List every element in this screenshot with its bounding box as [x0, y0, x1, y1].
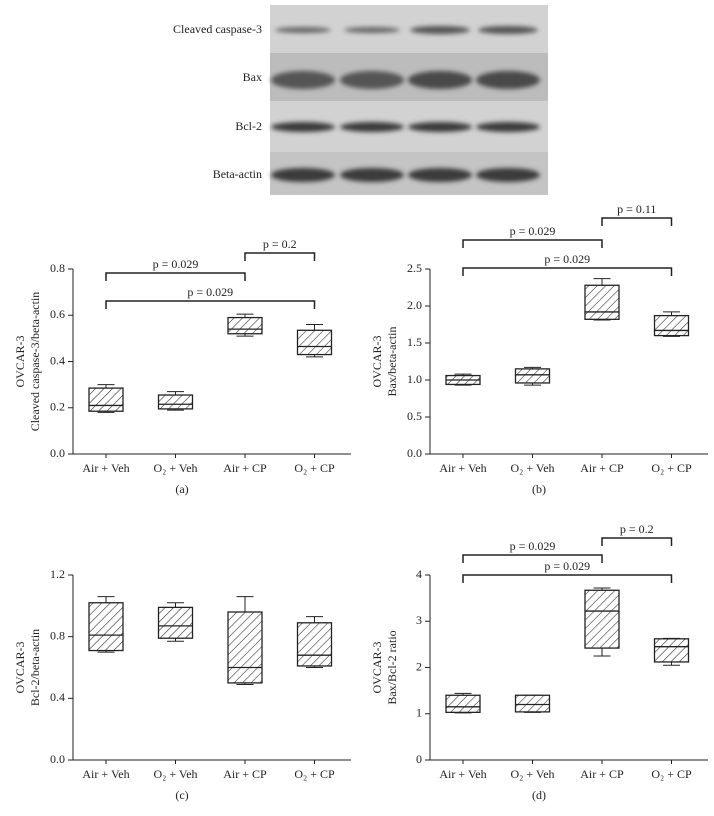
box — [514, 368, 551, 384]
significance-bracket — [462, 267, 673, 276]
y-tick-label: 0.0 — [407, 446, 422, 460]
caption: (a) — [175, 482, 188, 496]
significance-bracket — [105, 300, 316, 309]
caption: (b) — [532, 482, 546, 496]
y-tick-label: 1 — [416, 706, 422, 720]
x-tick-label: O₂ + Veh — [153, 767, 197, 781]
box — [296, 329, 333, 356]
box — [227, 611, 263, 684]
significance-bracket — [462, 239, 603, 248]
box — [296, 622, 333, 667]
western-blot — [270, 5, 548, 195]
y-tick-label: 2 — [416, 659, 422, 673]
p-value: p = 0.029 — [544, 559, 590, 573]
caption: (d) — [532, 788, 546, 802]
y-axis-label: OVCAR-3 — [370, 335, 384, 387]
x-tick-label: O₂ + CP — [651, 461, 692, 475]
p-value: p = 0.029 — [187, 285, 233, 299]
box — [88, 387, 124, 412]
x-tick-label: O₂ + Veh — [510, 767, 554, 781]
significance-bracket — [105, 272, 246, 281]
x-tick-label: Air + CP — [223, 767, 267, 781]
y-tick-label: 0 — [416, 752, 422, 766]
x-tick-label: Air + Veh — [82, 461, 129, 475]
blot-label: Cleaved caspase-3 — [173, 22, 262, 36]
caption: (c) — [175, 788, 188, 802]
box — [514, 694, 551, 713]
p-value: p = 0.029 — [153, 257, 199, 271]
y-axis-label: OVCAR-3 — [370, 641, 384, 693]
box — [653, 638, 690, 663]
significance-bracket — [462, 554, 603, 563]
p-value: p = 0.029 — [510, 224, 556, 238]
y-tick-label: 1.2 — [50, 567, 65, 581]
p-value: p = 0.2 — [263, 237, 297, 251]
y-tick-label: 2.0 — [407, 298, 422, 312]
y-axis-label: Bax/Bcl-2 ratio — [385, 630, 399, 704]
x-tick-label: Air + Veh — [439, 461, 486, 475]
y-tick-label: 0.5 — [407, 409, 422, 423]
x-tick-label: Air + CP — [223, 461, 267, 475]
y-tick-label: 2.5 — [407, 261, 422, 275]
p-value: p = 0.029 — [510, 539, 556, 553]
box — [157, 606, 194, 639]
x-tick-label: Air + CP — [580, 767, 624, 781]
box — [227, 316, 263, 335]
y-tick-label: 0.4 — [50, 690, 65, 704]
x-tick-label: Air + Veh — [439, 767, 486, 781]
box — [653, 314, 690, 337]
y-tick-label: 3 — [416, 613, 422, 627]
y-axis-label: OVCAR-3 — [13, 335, 27, 387]
significance-bracket — [601, 537, 673, 546]
x-tick-label: O₂ + CP — [294, 767, 335, 781]
y-axis-label: Cleaved caspase-3/beta-actin — [28, 292, 42, 432]
p-value: p = 0.2 — [620, 522, 654, 536]
y-tick-label: 0.2 — [50, 400, 65, 414]
x-tick-label: Air + Veh — [82, 767, 129, 781]
box — [88, 602, 124, 652]
x-tick-label: O₂ + CP — [651, 767, 692, 781]
significance-bracket — [244, 252, 316, 261]
y-tick-label: 0.4 — [50, 353, 65, 367]
y-tick-label: 0.8 — [50, 628, 65, 642]
y-tick-label: 0.0 — [50, 446, 65, 460]
blot-label: Bax — [243, 70, 262, 84]
p-value: p = 0.029 — [544, 252, 590, 266]
blot-label: Beta-actin — [213, 167, 262, 181]
x-tick-label: O₂ + Veh — [153, 461, 197, 475]
significance-bracket — [462, 574, 673, 583]
y-tick-label: 0.0 — [50, 752, 65, 766]
box — [584, 284, 620, 320]
x-tick-label: O₂ + CP — [294, 461, 335, 475]
y-tick-label: 4 — [416, 567, 422, 581]
significance-bracket — [601, 217, 673, 226]
p-value: p = 0.11 — [617, 202, 656, 216]
y-tick-label: 1.5 — [407, 335, 422, 349]
box — [445, 694, 481, 714]
blot-label: Bcl-2 — [235, 119, 262, 133]
y-axis-label: Bax/beta-actin — [385, 327, 399, 397]
y-axis-label: OVCAR-3 — [13, 641, 27, 693]
y-tick-label: 0.8 — [50, 261, 65, 275]
y-axis-label: Bcl-2/beta-actin — [28, 629, 42, 706]
x-tick-label: Air + CP — [580, 461, 624, 475]
x-tick-label: O₂ + Veh — [510, 461, 554, 475]
y-tick-label: 0.6 — [50, 307, 65, 321]
box — [584, 589, 620, 649]
box — [157, 394, 194, 410]
y-tick-label: 1.0 — [407, 372, 422, 386]
